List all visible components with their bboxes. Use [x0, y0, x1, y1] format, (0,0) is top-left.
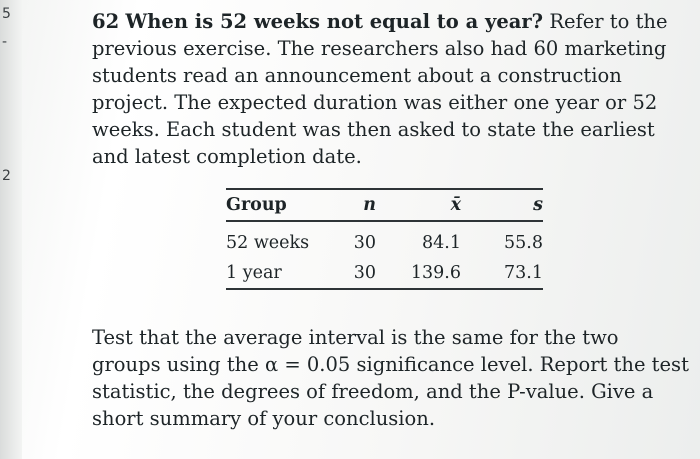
table-row: 52 weeks 30 84.1 55.8	[226, 221, 543, 258]
cell-n: 30	[353, 233, 376, 253]
header-mean: x̄	[450, 195, 461, 215]
summary-table: Group n x̄ s 52 weeks 30 84.1 55.8 1 yea…	[226, 188, 543, 290]
cell-n: 30	[353, 263, 376, 283]
table-header-row: Group n x̄ s	[226, 189, 543, 221]
margin-mark-dash: -	[2, 34, 8, 50]
cell-group: 52 weeks	[226, 233, 310, 253]
problem-body: Refer to the previous exercise. The rese…	[92, 10, 668, 168]
header-group: Group	[226, 195, 287, 215]
question-paragraph: Test that the average interval is the sa…	[92, 326, 689, 430]
margin-mark-mid: 2	[2, 168, 11, 184]
problem-paragraph: 62 When is 52 weeks not equal to a year?…	[92, 8, 692, 170]
margin-mark-top: 5	[2, 6, 11, 22]
header-n: n	[363, 195, 376, 215]
cell-group: 1 year	[226, 263, 282, 283]
cell-sd: 73.1	[504, 263, 543, 283]
problem-heading: When is 52 weeks not equal to a year?	[125, 10, 544, 33]
header-sd: s	[533, 195, 543, 215]
cell-sd: 55.8	[504, 233, 543, 253]
cell-mean: 139.6	[410, 263, 461, 283]
problem-number: 62	[92, 10, 120, 33]
cell-mean: 84.1	[422, 233, 461, 253]
table-row: 1 year 30 139.6 73.1	[226, 258, 543, 289]
book-gutter	[0, 0, 22, 459]
